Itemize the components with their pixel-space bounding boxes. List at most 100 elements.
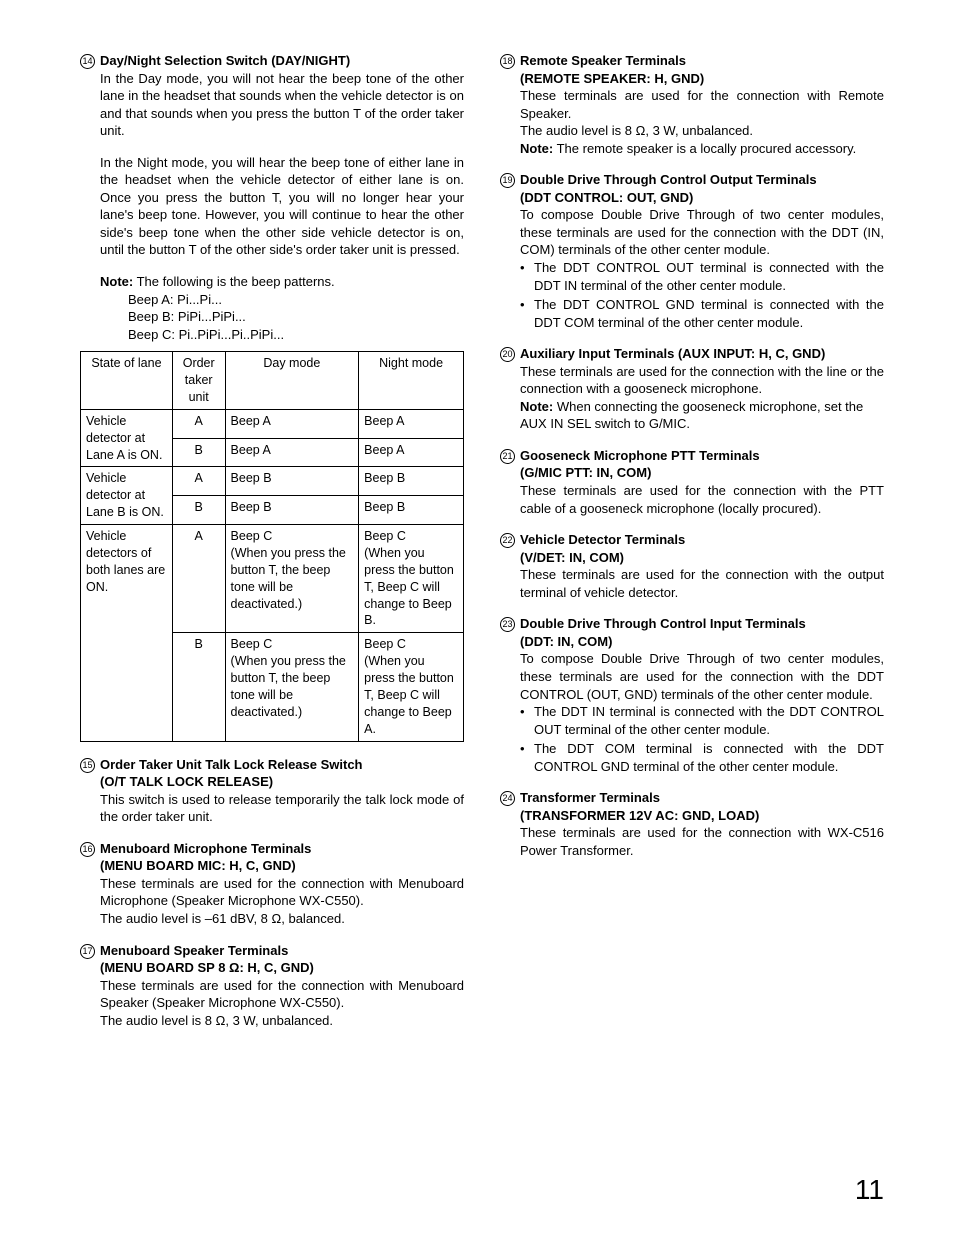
bullet-list: The DDT IN terminal is connected with th… (520, 703, 884, 775)
page-number: 11 (855, 1171, 884, 1209)
section-number-icon: 19 (500, 171, 520, 188)
table-cell: Beep A (359, 409, 464, 438)
table-cell: B (172, 496, 225, 525)
note-label: Note: (520, 399, 553, 414)
section-22: 22 Vehicle Detector Terminals (V/DET: IN… (500, 531, 884, 601)
table-cell: Beep C (When you press the button T, the… (225, 525, 359, 633)
body-text: In the Night mode, you will hear the bee… (100, 154, 464, 259)
section-title: Gooseneck Microphone PTT Terminals (520, 447, 760, 465)
section-number-icon: 14 (80, 52, 100, 69)
section-number-icon: 23 (500, 615, 520, 632)
table-cell: Beep B (225, 467, 359, 496)
section-title: Remote Speaker Terminals (520, 52, 686, 70)
note-text: When connecting the gooseneck microphone… (520, 399, 863, 432)
body-text: To compose Double Drive Through of two c… (520, 650, 884, 703)
table-cell: Beep B (225, 496, 359, 525)
body-text: These terminals are used for the connect… (100, 875, 464, 910)
section-title: Double Drive Through Control Output Term… (520, 171, 817, 189)
bullet-item: The DDT CONTROL OUT terminal is connecte… (520, 259, 884, 294)
table-header: Day mode (225, 352, 359, 410)
table-cell: A (172, 525, 225, 633)
section-20: 20 Auxiliary Input Terminals (AUX INPUT:… (500, 345, 884, 433)
section-subtitle: (DDT CONTROL: OUT, GND) (520, 189, 884, 207)
table-cell: Beep C (When you press the button T, Bee… (359, 525, 464, 633)
bullet-list: The DDT CONTROL OUT terminal is connecte… (520, 259, 884, 331)
table-header: State of lane (81, 352, 173, 410)
table-cell: Vehicle detector at Lane A is ON. (81, 409, 173, 467)
bullet-item: The DDT CONTROL GND terminal is connecte… (520, 296, 884, 331)
section-title: Day/Night Selection Switch (DAY/NIGHT) (100, 52, 350, 70)
section-subtitle: (G/MIC PTT: IN, COM) (520, 464, 884, 482)
table-cell: Vehicle detector at Lane B is ON. (81, 467, 173, 525)
section-number-icon: 17 (80, 942, 100, 959)
section-subtitle: (V/DET: IN, COM) (520, 549, 884, 567)
section-subtitle: (REMOTE SPEAKER: H, GND) (520, 70, 884, 88)
body-text: These terminals are used for the connect… (520, 87, 884, 122)
table-cell: A (172, 409, 225, 438)
body-text: The audio level is 8 Ω, 3 W, unbalanced. (100, 1012, 464, 1030)
section-number-icon: 24 (500, 789, 520, 806)
bullet-item: The DDT COM terminal is connected with t… (520, 740, 884, 775)
section-title: Vehicle Detector Terminals (520, 531, 685, 549)
section-18: 18 Remote Speaker Terminals (REMOTE SPEA… (500, 52, 884, 157)
table-cell: B (172, 438, 225, 467)
section-19: 19 Double Drive Through Control Output T… (500, 171, 884, 331)
section-number-icon: 22 (500, 531, 520, 548)
note-text: The following is the beep patterns. (137, 274, 335, 289)
section-15: 15 Order Taker Unit Talk Lock Release Sw… (80, 756, 464, 826)
section-title: Double Drive Through Control Input Termi… (520, 615, 806, 633)
body-text: These terminals are used for the connect… (520, 824, 884, 859)
table-cell: Beep B (359, 467, 464, 496)
note-text: The remote speaker is a locally procured… (557, 141, 857, 156)
beep-pattern: Beep B: PiPi...PiPi... (128, 308, 464, 326)
section-subtitle: (O/T TALK LOCK RELEASE) (100, 773, 464, 791)
body-text: This switch is used to release temporari… (100, 791, 464, 826)
table-cell: Beep A (225, 438, 359, 467)
section-subtitle: (DDT: IN, COM) (520, 633, 884, 651)
table-cell: Beep A (359, 438, 464, 467)
body-text: These terminals are used for the connect… (520, 482, 884, 517)
body-text: The audio level is 8 Ω, 3 W, unbalanced. (520, 122, 884, 140)
body-text: These terminals are used for the connect… (520, 566, 884, 601)
note-label: Note: (100, 274, 133, 289)
section-number-icon: 21 (500, 447, 520, 464)
table-header: Order taker unit (172, 352, 225, 410)
section-title: Auxiliary Input Terminals (AUX INPUT: H,… (520, 345, 825, 363)
section-title: Order Taker Unit Talk Lock Release Switc… (100, 756, 363, 774)
section-title: Menuboard Microphone Terminals (100, 840, 311, 858)
section-17: 17 Menuboard Speaker Terminals (MENU BOA… (80, 942, 464, 1030)
section-24: 24 Transformer Terminals (TRANSFORMER 12… (500, 789, 884, 859)
left-column: 14 Day/Night Selection Switch (DAY/NIGHT… (80, 52, 464, 1043)
table-cell: Vehicle detectors of both lanes are ON. (81, 525, 173, 742)
section-21: 21 Gooseneck Microphone PTT Terminals (G… (500, 447, 884, 517)
body-text: The audio level is –61 dBV, 8 Ω, balance… (100, 910, 464, 928)
note: Note: The following is the beep patterns… (100, 273, 464, 291)
section-title: Transformer Terminals (520, 789, 660, 807)
right-column: 18 Remote Speaker Terminals (REMOTE SPEA… (500, 52, 884, 1043)
body-text: To compose Double Drive Through of two c… (520, 206, 884, 259)
table-cell: Beep C (When you press the button T, the… (225, 633, 359, 741)
table-cell: Beep B (359, 496, 464, 525)
section-number-icon: 16 (80, 840, 100, 857)
body-text: In the Day mode, you will not hear the b… (100, 70, 464, 140)
section-number-icon: 18 (500, 52, 520, 69)
section-title: Menuboard Speaker Terminals (100, 942, 288, 960)
section-14: 14 Day/Night Selection Switch (DAY/NIGHT… (80, 52, 464, 742)
note: Note: The remote speaker is a locally pr… (520, 140, 884, 158)
table-cell: A (172, 467, 225, 496)
section-16: 16 Menuboard Microphone Terminals (MENU … (80, 840, 464, 928)
section-subtitle: (MENU BOARD SP 8 Ω: H, C, GND) (100, 959, 464, 977)
section-subtitle: (MENU BOARD MIC: H, C, GND) (100, 857, 464, 875)
body-text: These terminals are used for the connect… (520, 363, 884, 398)
table-cell: B (172, 633, 225, 741)
bullet-item: The DDT IN terminal is connected with th… (520, 703, 884, 738)
section-number-icon: 20 (500, 345, 520, 362)
section-23: 23 Double Drive Through Control Input Te… (500, 615, 884, 775)
table-cell: Beep C (When you press the button T, Bee… (359, 633, 464, 741)
section-number-icon: 15 (80, 756, 100, 773)
table-cell: Beep A (225, 409, 359, 438)
section-subtitle: (TRANSFORMER 12V AC: GND, LOAD) (520, 807, 884, 825)
note: Note: When connecting the gooseneck micr… (520, 398, 884, 433)
body-text: These terminals are used for the connect… (100, 977, 464, 1012)
table-header: Night mode (359, 352, 464, 410)
